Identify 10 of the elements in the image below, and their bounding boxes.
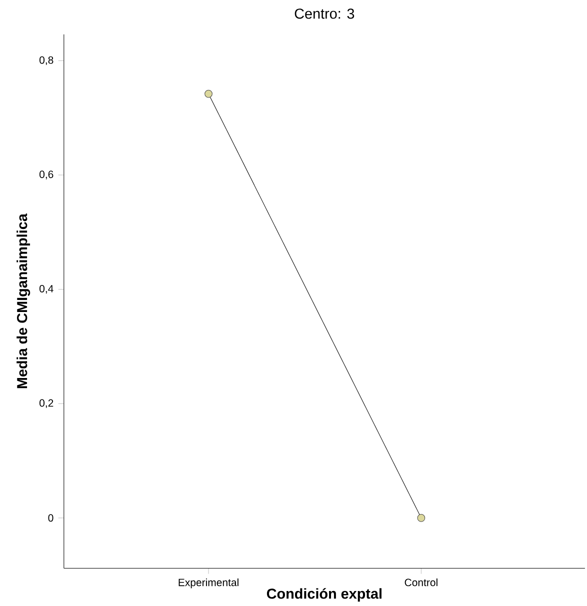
y-tick-label: 0,4 <box>40 284 54 294</box>
y-tick-label: 0,8 <box>40 56 54 66</box>
chart-title: Centro: 3 <box>294 8 354 19</box>
x-tick-label: Experimental <box>178 578 238 588</box>
y-tick-label: 0 <box>48 514 54 522</box>
x-axis-title: Condición exptal <box>266 588 382 602</box>
y-tick-label: 0,6 <box>40 170 54 180</box>
x-tick-label: Control <box>404 578 438 586</box>
y-axis-title: Media de CMIganaimplica <box>16 214 30 388</box>
y-tick-label: 0,2 <box>40 399 54 408</box>
